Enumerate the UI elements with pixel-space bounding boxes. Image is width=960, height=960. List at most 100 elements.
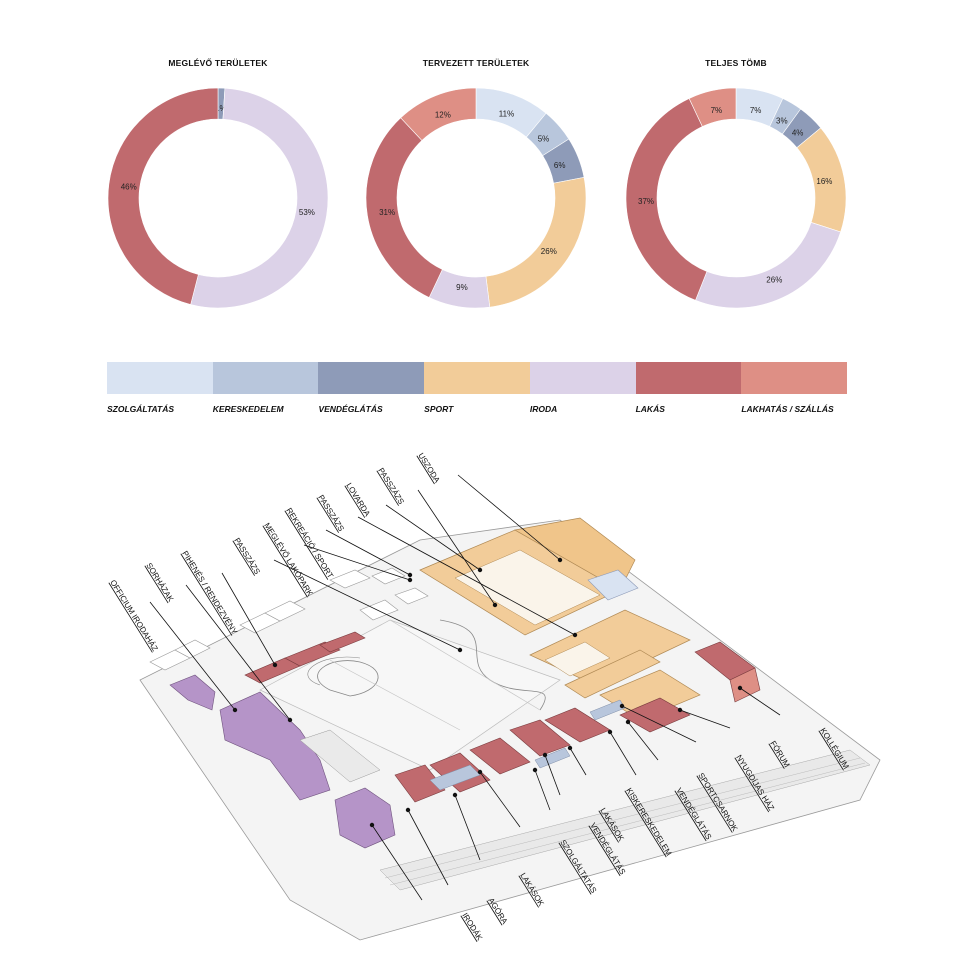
- legend-swatch-szolgaltatas: [107, 362, 213, 394]
- donut-slice-label: 4%: [792, 128, 804, 137]
- park-grid: [329, 659, 461, 731]
- legend-label-vendeglatas: VENDÉGLÁTÁS: [318, 404, 383, 414]
- donut-slice: [485, 177, 587, 308]
- legend-swatch-lakhatas: [741, 362, 848, 394]
- site-label: PASSZÁZS: [316, 493, 345, 533]
- leader-line: [479, 771, 521, 828]
- leader-line: [457, 474, 561, 561]
- donut-slice-label: 9%: [456, 283, 468, 292]
- leader-line: [221, 572, 276, 666]
- legend-swatch-kereskedelem: [212, 362, 319, 394]
- leader-line: [185, 584, 291, 721]
- leader-line: [303, 544, 411, 581]
- site-label: OFFICIUM IRODAHÁZ: [108, 578, 159, 653]
- office-buildings: [169, 674, 396, 849]
- donut-slice-label: 5%: [538, 134, 550, 143]
- leader-line: [534, 769, 551, 811]
- leader-dot: [492, 602, 498, 608]
- rail-line: [389, 762, 866, 886]
- leader-line: [679, 709, 731, 729]
- leader-line: [627, 721, 659, 761]
- leader-dot: [567, 745, 573, 751]
- legend-swatch-vendeglatas: [318, 362, 425, 394]
- donut-slice-label: 31%: [379, 208, 395, 217]
- leader-line: [609, 731, 637, 776]
- site-label: PASSZÁZS: [376, 466, 405, 506]
- leader-dot: [542, 752, 548, 758]
- leader-line: [371, 824, 423, 901]
- site-label: PASSZÁZS: [232, 536, 261, 576]
- legend-label-lakhatas: LAKHATÁS / SZÁLLÁS: [741, 404, 834, 414]
- donut-slice-label: 46%: [121, 183, 137, 192]
- donut-slice-label: 6%: [554, 161, 566, 170]
- donut-slice: [695, 222, 841, 309]
- donut-slice: [688, 87, 737, 127]
- leader-dot: [407, 572, 413, 578]
- leader-dot: [457, 647, 463, 653]
- site-label: IRODÁK: [460, 911, 484, 942]
- donut-slice-label: 12%: [435, 110, 451, 119]
- donut-slice: [107, 87, 219, 305]
- leader-dot: [272, 662, 278, 668]
- site-label: USZODA: [416, 451, 442, 485]
- kollegium-buildings: [694, 641, 761, 703]
- legend-swatch-sport: [424, 362, 530, 394]
- residential-buildings: [244, 631, 691, 803]
- leader-line: [417, 489, 496, 606]
- leader-dot: [532, 767, 538, 773]
- leader-dot: [557, 557, 563, 563]
- leader-dot: [452, 792, 458, 798]
- donut-slice: [625, 98, 708, 301]
- park-path: [307, 656, 361, 686]
- donut-charts: 1% 53% 46% 11% 5% 6% 26% 9% 31% 12% 7% 3% 4% 16% 26% 37…: [107, 87, 847, 309]
- donut-slice-label: 1%: [215, 104, 227, 113]
- leader-line: [621, 705, 697, 743]
- leader-dot: [405, 807, 411, 813]
- railway-strip: [379, 749, 871, 891]
- leader-dot: [287, 717, 293, 723]
- retail-bases: [429, 699, 626, 791]
- leader-dot: [477, 567, 483, 573]
- chart-title-planned: TERVEZETT TERÜLETEK: [422, 58, 530, 68]
- leader-dot: [677, 707, 683, 713]
- park-path-loop: [317, 660, 379, 697]
- legend-label-iroda: IRODA: [529, 404, 558, 414]
- leader-line: [273, 559, 461, 651]
- donut-slice-label: 7%: [750, 106, 762, 115]
- leader-dot: [607, 729, 613, 735]
- donut-slice-label: 7%: [711, 106, 723, 115]
- donut-slice-label: 37%: [638, 197, 654, 206]
- leader-dot: [232, 707, 238, 713]
- donut-slice: [190, 87, 329, 309]
- park-grid: [389, 619, 541, 711]
- site-label: SORHÁZAK: [144, 561, 175, 604]
- rail-line: [384, 757, 861, 879]
- legend-color-bar: [107, 362, 848, 394]
- leader-line: [569, 747, 587, 776]
- site-label: LOVARDA: [344, 481, 372, 518]
- leader-dot: [407, 577, 413, 583]
- donut-slice-label: 11%: [499, 109, 514, 118]
- legend-swatch-iroda: [529, 362, 636, 394]
- donut-slice-label: 16%: [816, 177, 832, 186]
- donut-slice-label: 26%: [541, 247, 557, 256]
- legend-swatch-lakas: [635, 362, 742, 394]
- legend-label-szolgaltatas: SZOLGÁLTATÁS: [107, 404, 175, 414]
- donut-slice-label: 53%: [299, 208, 315, 217]
- sport-complex: [419, 517, 701, 721]
- donut-slice-label: 3%: [776, 117, 788, 126]
- leader-dot: [477, 769, 483, 775]
- donut-slice-label: 26%: [766, 275, 782, 284]
- agora-plaza: [299, 729, 381, 783]
- leader-line: [385, 504, 481, 571]
- legend-labels: SZOLGÁLTATÁS KERESKEDELEM VENDÉGLÁTÁS SP…: [107, 404, 847, 414]
- donut-slice: [400, 87, 477, 141]
- leader-dot: [625, 719, 631, 725]
- leader-line: [454, 794, 481, 861]
- leader-line: [149, 601, 236, 711]
- leader-dot: [369, 822, 375, 828]
- leader-line: [544, 754, 561, 796]
- leader-dot: [737, 685, 743, 691]
- legend-label-sport: SPORT: [424, 404, 454, 414]
- donut-slice: [365, 117, 443, 298]
